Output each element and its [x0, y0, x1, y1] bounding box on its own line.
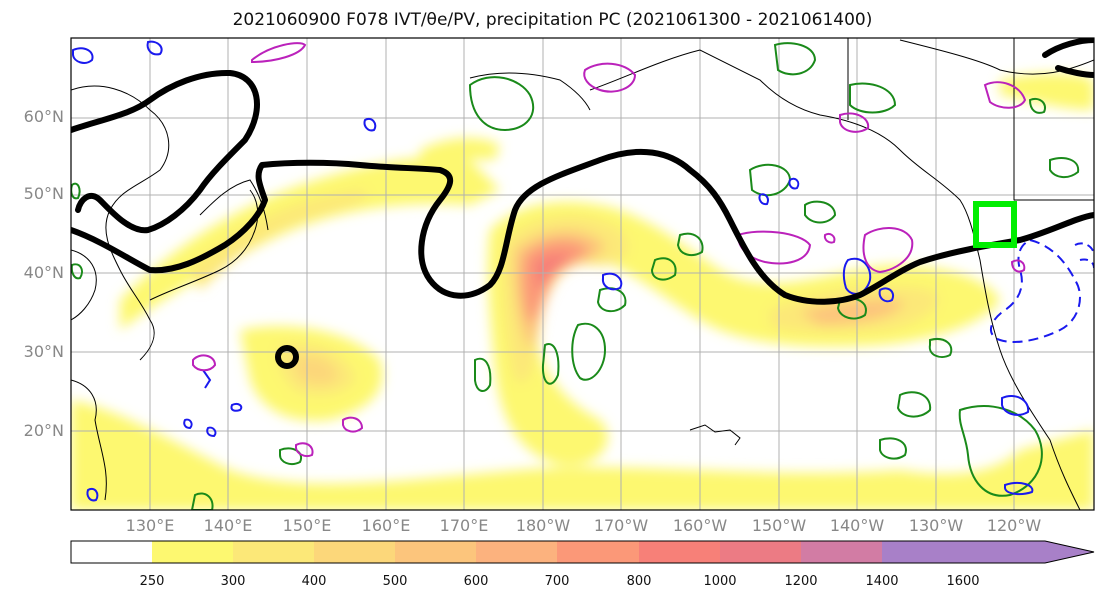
lat-label-40n: 40°N	[23, 263, 64, 282]
lat-label-30n: 30°N	[23, 342, 64, 361]
target-region-box	[973, 201, 1017, 248]
lon-label-170e: 170°E	[439, 516, 489, 535]
colorbar-tick-400: 400	[301, 574, 327, 589]
lon-label-160e: 160°E	[361, 516, 411, 535]
lon-label-160w: 160°W	[672, 516, 728, 535]
lat-label-60n: 60°N	[23, 107, 64, 126]
lon-label-130w: 130°W	[908, 516, 964, 535]
lon-label-150w: 150°W	[751, 516, 807, 535]
colorbar	[70, 540, 1095, 564]
magenta-contours	[192, 42, 1027, 458]
lon-label-140w: 140°W	[829, 516, 885, 535]
colorbar-tick-500: 500	[382, 574, 408, 589]
colorbar-tick-1000: 1000	[703, 574, 737, 589]
lon-label-170w: 170°W	[593, 516, 649, 535]
lon-label-150e: 150°E	[282, 516, 332, 535]
ivt-shading	[71, 73, 1094, 510]
green-contours	[71, 42, 1080, 510]
plot-frame	[70, 37, 1095, 511]
lat-label-20n: 20°N	[23, 421, 64, 440]
lon-label-130e: 130°E	[125, 516, 175, 535]
colorbar-tick-600: 600	[463, 574, 489, 589]
coastlines	[71, 38, 1094, 510]
colorbar-tick-800: 800	[626, 574, 652, 589]
colorbar-tick-1400: 1400	[865, 574, 899, 589]
colorbar-tick-1200: 1200	[784, 574, 818, 589]
lon-label-120w: 120°W	[986, 516, 1042, 535]
colorbar-tick-1600: 1600	[946, 574, 980, 589]
chart-title: 2021060900 F078 IVT/θe/PV, precipitation…	[232, 10, 873, 30]
colorbar-tick-250: 250	[139, 574, 165, 589]
lon-label-140e: 140°E	[203, 516, 253, 535]
lon-label-180w: 180°W	[515, 516, 571, 535]
pv-thick-contours	[71, 38, 1094, 369]
colorbar-tick-300: 300	[220, 574, 246, 589]
lat-label-50n: 50°N	[23, 184, 64, 203]
gridlines	[71, 38, 1094, 510]
colorbar-tick-700: 700	[544, 574, 570, 589]
